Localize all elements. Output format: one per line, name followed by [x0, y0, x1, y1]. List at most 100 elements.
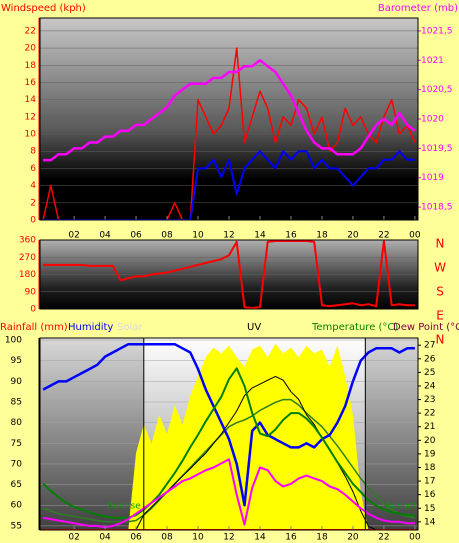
- y2-tick-label: 1019: [421, 173, 444, 183]
- direction-label: S: [436, 285, 444, 299]
- x-tick-label: 12: [223, 231, 234, 241]
- annotation: Sunset: [385, 502, 416, 512]
- legend-label: UV: [247, 322, 261, 333]
- legend-label: Humidity: [68, 322, 113, 333]
- x-tick-label: 18: [316, 533, 328, 543]
- y-tick-label: 100: [5, 336, 22, 346]
- y-tick-label: 95: [11, 356, 22, 366]
- y2-tick-label: 25: [424, 368, 435, 378]
- line: [43, 375, 415, 530]
- x-tick-label: 06: [130, 533, 142, 543]
- plot-frame: [39, 337, 419, 531]
- x-tick-label: 20: [347, 533, 359, 543]
- y-tick-label: 55: [11, 521, 22, 531]
- x-tick-label: 02: [68, 231, 79, 241]
- annotation: Sunrise: [107, 502, 141, 512]
- y-tick-label: 0: [30, 305, 36, 315]
- y2-tick-label: 1020,5: [421, 85, 453, 95]
- legend-label: Temperature (°C): [311, 322, 398, 333]
- y2-tick-label: 1020: [421, 115, 444, 125]
- y2-tick-label: 22: [424, 409, 435, 419]
- y-tick-label: 14: [25, 95, 37, 105]
- x-tick-label: 18: [316, 231, 328, 241]
- y-tick-label: 10: [25, 130, 37, 140]
- x-tick-label: 14: [254, 533, 266, 543]
- x-tick-label: 00: [409, 533, 421, 543]
- direction-label: N: [436, 237, 445, 251]
- y2-tick-label: 20: [424, 436, 436, 446]
- x-tick-label: 10: [192, 231, 204, 241]
- plot-area: [40, 240, 418, 309]
- y-tick-label: 270: [19, 253, 36, 263]
- y2-tick-label: 1018,5: [421, 203, 453, 213]
- plot-area: [40, 338, 418, 530]
- night-shade: [40, 338, 144, 530]
- y-tick-label: 65: [11, 480, 22, 490]
- y2-tick-label: 17: [424, 477, 435, 487]
- y-tick-label: 22: [25, 26, 36, 36]
- y2-tick-label: 16: [424, 490, 436, 500]
- y-tick-label: 60: [11, 501, 23, 511]
- line: [43, 150, 415, 220]
- y2-tick-label: 14: [424, 517, 436, 527]
- x-tick-label: 08: [161, 231, 173, 241]
- y-tick-label: 20: [25, 44, 37, 54]
- y-tick-label: 16: [25, 78, 37, 88]
- y-tick-label: 2: [30, 198, 36, 208]
- legend-label: Rainfall (mm): [0, 322, 68, 333]
- y-tick-label: 85: [11, 398, 22, 408]
- y2-tick-label: 1021,5: [421, 26, 453, 36]
- x-tick-label: 22: [378, 533, 389, 543]
- x-tick-label: 16: [285, 231, 297, 241]
- line: [43, 240, 415, 309]
- y2-tick-label: 27: [424, 341, 435, 351]
- y-tick-label: 360: [19, 236, 36, 246]
- x-tick-label: 14: [254, 231, 266, 241]
- y-tick-label: 90: [25, 287, 37, 297]
- x-tick-label: 06: [130, 231, 142, 241]
- x-tick-label: 16: [285, 533, 297, 543]
- x-tick-label: 22: [378, 231, 389, 241]
- y2-tick-label: 15: [424, 504, 435, 514]
- y2-tick-label: 23: [424, 395, 435, 405]
- y2-tick-label: 1019,5: [421, 144, 453, 154]
- y2-tick-label: 26: [424, 354, 436, 364]
- line: [42, 367, 415, 519]
- legend-label: Solar: [117, 322, 143, 333]
- direction-label: W: [434, 261, 446, 275]
- line: [43, 59, 416, 162]
- plot-background: [40, 18, 418, 220]
- y2-tick-label: 24: [424, 381, 436, 391]
- x-tick-label: 20: [347, 231, 359, 241]
- y-tick-label: 8: [30, 147, 36, 157]
- x-tick-label: 04: [99, 533, 111, 543]
- line: [42, 398, 416, 523]
- x-tick-label: 02: [68, 533, 79, 543]
- y-tick-label: 12: [25, 112, 36, 122]
- line: [42, 342, 415, 507]
- x-tick-label: 10: [192, 533, 204, 543]
- y-axis-label: Windspeed (kph): [1, 3, 86, 14]
- x-tick-label: 12: [223, 533, 234, 543]
- y2-tick-label: 21: [424, 422, 435, 432]
- y-tick-label: 180: [19, 270, 36, 280]
- y-tick-label: 18: [25, 61, 37, 71]
- plot-frame: [39, 17, 419, 221]
- y-tick-label: 6: [30, 164, 36, 174]
- y-tick-label: 70: [11, 459, 23, 469]
- night-shade: [365, 338, 418, 530]
- y2-axis-label: Barometer (mb): [378, 3, 458, 14]
- y-tick-label: 75: [11, 439, 22, 449]
- x-tick-label: 00: [409, 231, 421, 241]
- y-tick-label: 0: [30, 216, 36, 226]
- y2-tick-label: 19: [424, 449, 436, 459]
- plot-area: [40, 30, 418, 220]
- direction-label: E: [436, 309, 444, 323]
- plot-frame: [39, 239, 419, 310]
- y2-tick-label: 18: [424, 463, 436, 473]
- y-tick-label: 80: [11, 418, 23, 428]
- line: [42, 47, 416, 220]
- legend-label: Dew Point (°C: [393, 322, 459, 333]
- direction-label: N: [436, 333, 445, 347]
